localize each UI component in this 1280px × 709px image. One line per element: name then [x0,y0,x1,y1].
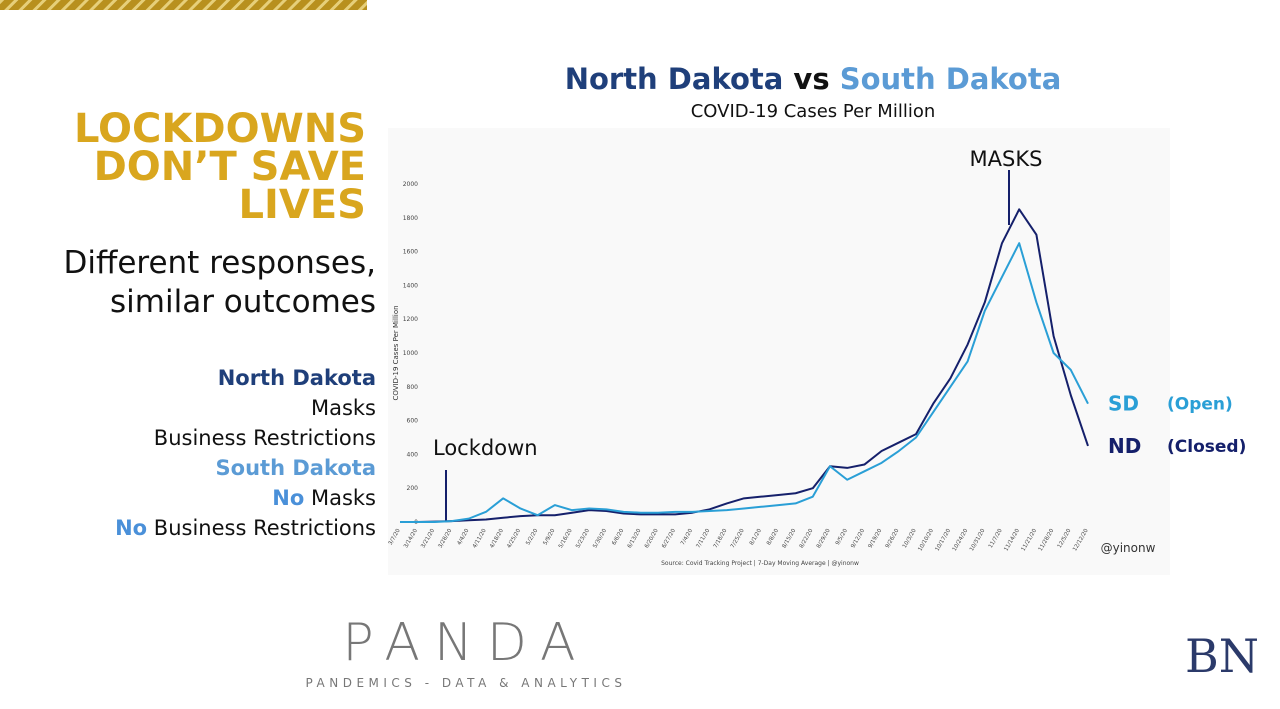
no-prefix: No [115,516,147,540]
top-stripe [0,0,367,10]
y-tick-label: 1400 [403,282,418,289]
title-vs: vs [793,62,829,96]
y-tick-label: 1600 [403,249,418,256]
y-tick-label: 2000 [403,181,418,188]
subheading: Different responses, [63,245,376,281]
y-tick-label: 400 [407,451,419,458]
series-line [400,242,1089,523]
legend-name: SD [1108,392,1139,416]
policy-text: Business Restrictions [154,516,376,540]
headline: DON’T SAVE [94,144,366,190]
policy: No Masks [272,486,376,510]
annotation: MASKS [970,147,1043,171]
y-tick-label: 600 [407,418,419,425]
policy: Masks [311,396,376,420]
policy: No Business Restrictions [115,516,376,540]
chart-title: North Dakota vs South Dakota [565,62,1062,96]
source: Source: Covid Tracking Project | 7-Day M… [661,560,859,567]
legend-name: ND [1108,434,1141,458]
state-name: South Dakota [216,456,376,480]
subheading: similar outcomes [110,284,376,320]
series-line [400,208,1089,523]
footer-tagline: PANDEMICS - DATA & ANALYTICS [306,676,627,690]
y-tick-label: 1800 [403,215,418,222]
annotation: Lockdown [433,436,538,460]
chart-panel [388,128,1170,575]
y-tick-label: 200 [407,485,419,492]
watermark: @yinonw [1101,541,1156,555]
policy: Business Restrictions [154,426,376,450]
y-axis-label: COVID-19 Cases Per Million [392,305,400,400]
state-name: North Dakota [218,366,376,390]
title-nd: North Dakota [565,62,784,96]
legend-label: (Open) [1167,395,1233,415]
y-tick-label: 1200 [403,316,418,323]
y-tick-label: 1000 [403,350,418,357]
footer-logo: PANDA [342,613,589,673]
chart-subtitle: COVID-19 Cases Per Million [691,101,936,122]
title-sd: South Dakota [840,62,1062,96]
legend-label: (Closed) [1167,437,1246,457]
policy-text: Masks [311,486,376,510]
no-prefix: No [272,486,304,510]
corner-logo: BN [1185,629,1259,683]
y-tick-label: 800 [407,384,419,391]
headline: LIVES [239,182,366,228]
headline: LOCKDOWNS [74,106,366,152]
